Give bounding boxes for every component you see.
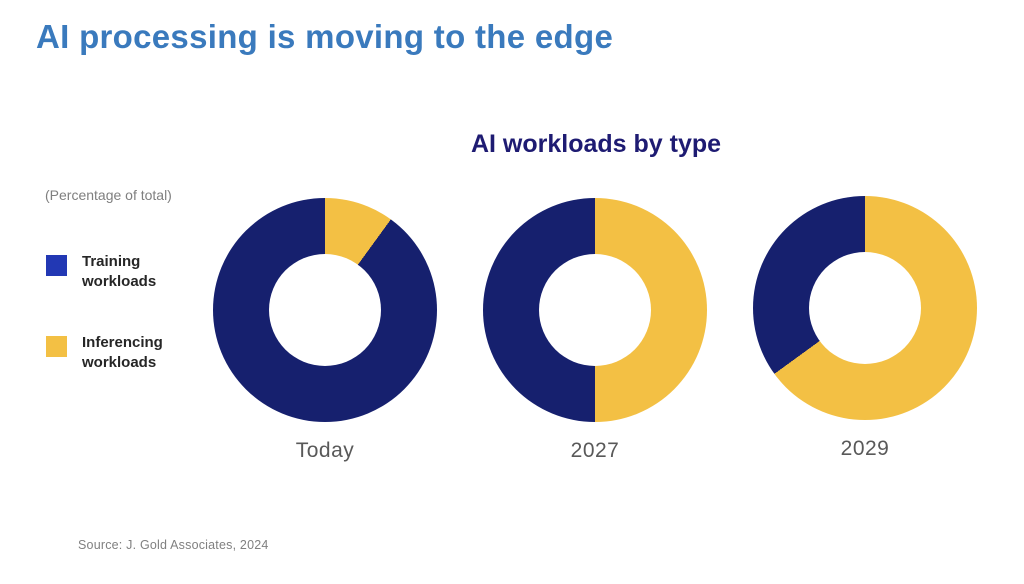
chart-note: (Percentage of total) <box>45 187 172 203</box>
donut-hole <box>269 254 381 366</box>
chart-title: AI workloads by type <box>470 130 722 158</box>
page-title: AI processing is moving to the edge <box>36 18 614 55</box>
category-label-today: Today <box>295 439 355 462</box>
legend-label-inferencing: Inferencing workloads <box>82 334 163 372</box>
category-label-2027: 2027 <box>570 439 620 462</box>
legend-label-training: Training workloads <box>82 253 157 291</box>
donut-group-today: Today <box>213 198 437 463</box>
donut-group-2029: 2029 <box>753 196 977 461</box>
inferencing-swatch-icon <box>46 336 67 357</box>
legend-item-inferencing: Inferencing workloads <box>46 333 196 374</box>
source-note: Source: J. Gold Associates, 2024 <box>78 538 269 552</box>
donut-chart-today <box>213 198 437 422</box>
donut-hole <box>539 254 651 366</box>
donut-chart-2027 <box>483 198 707 422</box>
legend-item-training: Training workloads <box>46 252 196 293</box>
training-swatch-icon <box>46 255 67 276</box>
donut-chart-2029 <box>753 196 977 420</box>
donut-hole <box>809 252 921 364</box>
category-label-2029: 2029 <box>840 437 890 460</box>
donut-group-2027: 2027 <box>483 198 707 463</box>
